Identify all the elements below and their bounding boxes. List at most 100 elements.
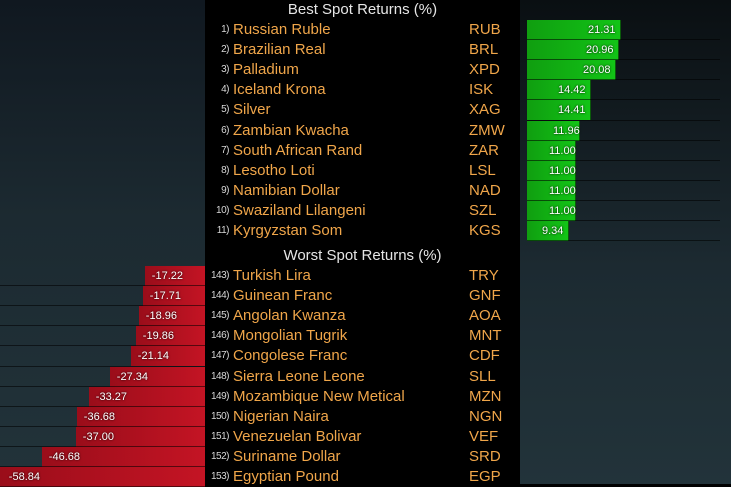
currency-ticker: SZL [469,201,497,219]
negative-return-bar [0,467,205,487]
negative-return-bar [76,426,205,447]
return-value: 20.08 [583,64,611,77]
currency-name: Kyrgyzstan Som [233,222,343,239]
worst-row[interactable]: 143) Turkish Lira TRY [205,266,520,286]
currency-ticker: TRY [469,267,499,284]
currency-ticker: ZAR [469,141,499,159]
row-divider [527,179,720,181]
negative-return-bar [89,386,205,407]
positive-return-bar [527,60,616,81]
row-divider [527,79,720,81]
currency-ticker: VEF [469,427,499,445]
row-divider [0,385,205,387]
return-value: -58.84 [8,471,40,483]
negative-return-bar [143,286,205,307]
rank-label: 145) [210,310,230,322]
rank-label: 153) [210,471,230,482]
positive-return-bar [527,80,591,101]
negative-return-bar [42,446,205,467]
currency-name: Russian Ruble [233,21,331,38]
best-row[interactable]: 10) Swaziland Lilangeni SZL [205,201,520,221]
rank-label: 152) [210,450,230,462]
currency-name: Guinean Franc [233,287,333,305]
return-value: -33.27 [95,390,127,403]
currency-ticker: ISK [469,81,494,99]
return-value: -46.68 [48,450,80,463]
rank-label: 8) [221,164,229,176]
best-row[interactable]: 7) South African Rand ZAR [205,141,520,161]
row-divider [0,445,205,447]
row-divider [527,99,720,101]
return-value: 20.96 [586,44,614,57]
currency-name: Venezuelan Bolivar [233,427,362,445]
return-value: -19.86 [142,330,174,343]
return-value: 14.41 [558,104,586,117]
row-divider [0,345,205,347]
currency-name: Mozambique New Metical [233,387,405,405]
worst-row[interactable]: 146) Mongolian Tugrik MNT [205,326,520,346]
worst-row[interactable]: 149) Mozambique New Metical MZN [205,387,520,407]
best-row[interactable]: 9) Namibian Dollar NAD [205,181,520,201]
currency-name: Congolese Franc [233,347,348,365]
currency-ticker: MZN [469,387,502,405]
worst-row[interactable]: 144) Guinean Franc GNF [205,286,520,306]
currency-name: Nigerian Naira [233,407,329,425]
currency-name: Egyptian Pound [233,468,339,485]
negative-return-bar [131,346,205,367]
best-returns-title: Best Spot Returns (%) [287,1,438,18]
return-value: -17.22 [151,270,183,282]
return-value: 11.00 [549,204,576,217]
currency-name: Palladium [233,61,299,79]
best-row[interactable]: 5) Silver XAG [205,100,520,120]
currency-ticker: AOA [469,307,501,325]
rank-label: 5) [221,104,229,116]
currency-ticker: MNT [469,327,502,345]
worst-row[interactable]: 151) Venezuelan Bolivar VEF [205,427,520,447]
currency-ticker: XPD [469,61,500,79]
best-row[interactable]: 3) Palladium XPD [205,60,520,80]
positive-return-bar [527,120,580,141]
worst-row[interactable]: 152) Suriname Dollar SRD [205,447,520,467]
return-value: 11.00 [549,184,576,197]
row-divider [527,199,720,201]
currency-ticker: ZMW [469,121,505,139]
best-row[interactable]: 6) Zambian Kwacha ZMW [205,121,520,141]
rank-label: 3) [221,64,229,76]
return-value: 11.00 [549,164,576,177]
row-divider [0,405,205,407]
worst-row[interactable]: 147) Congolese Franc CDF [205,346,520,366]
negative-return-bar [136,326,205,347]
row-divider [0,425,205,427]
best-row[interactable]: 4) Iceland Krona ISK [205,80,520,100]
currency-name: Iceland Krona [233,81,326,99]
rank-label: 7) [221,144,229,156]
return-value: -37.00 [82,430,114,443]
worst-row[interactable]: 153) Egyptian Pound EGP [205,467,520,487]
rank-label: 149) [210,390,230,402]
positive-return-bar [527,200,576,221]
negative-return-bar [145,266,205,286]
best-row[interactable]: 8) Lesotho Loti LSL [205,161,520,181]
best-row[interactable]: 1) Russian Ruble RUB [205,20,520,40]
rank-label: 10) [216,204,229,216]
worst-row[interactable]: 148) Sierra Leone Leone SLL [205,367,520,387]
positive-return-bar [527,180,576,201]
currency-ticker: XAG [469,101,501,119]
positive-return-bar [527,100,591,121]
currency-name: Lesotho Loti [233,161,315,179]
currency-name: Turkish Lira [233,267,311,284]
currency-name: South African Rand [233,141,363,159]
currency-name: Silver [233,101,271,119]
worst-row[interactable]: 150) Nigerian Naira NGN [205,407,520,427]
row-divider [0,305,205,307]
currency-ticker: KGS [469,222,501,239]
rank-label: 143) [210,270,230,281]
currency-ticker: SLL [469,367,496,385]
row-divider [527,159,720,161]
currency-ticker: GNF [469,287,501,305]
best-row[interactable]: 2) Brazilian Real BRL [205,40,520,60]
currency-ticker: NAD [469,181,501,199]
currency-ticker: CDF [469,347,500,365]
best-row[interactable]: 11) Kyrgyzstan Som KGS [205,221,520,241]
worst-row[interactable]: 145) Angolan Kwanza AOA [205,306,520,326]
